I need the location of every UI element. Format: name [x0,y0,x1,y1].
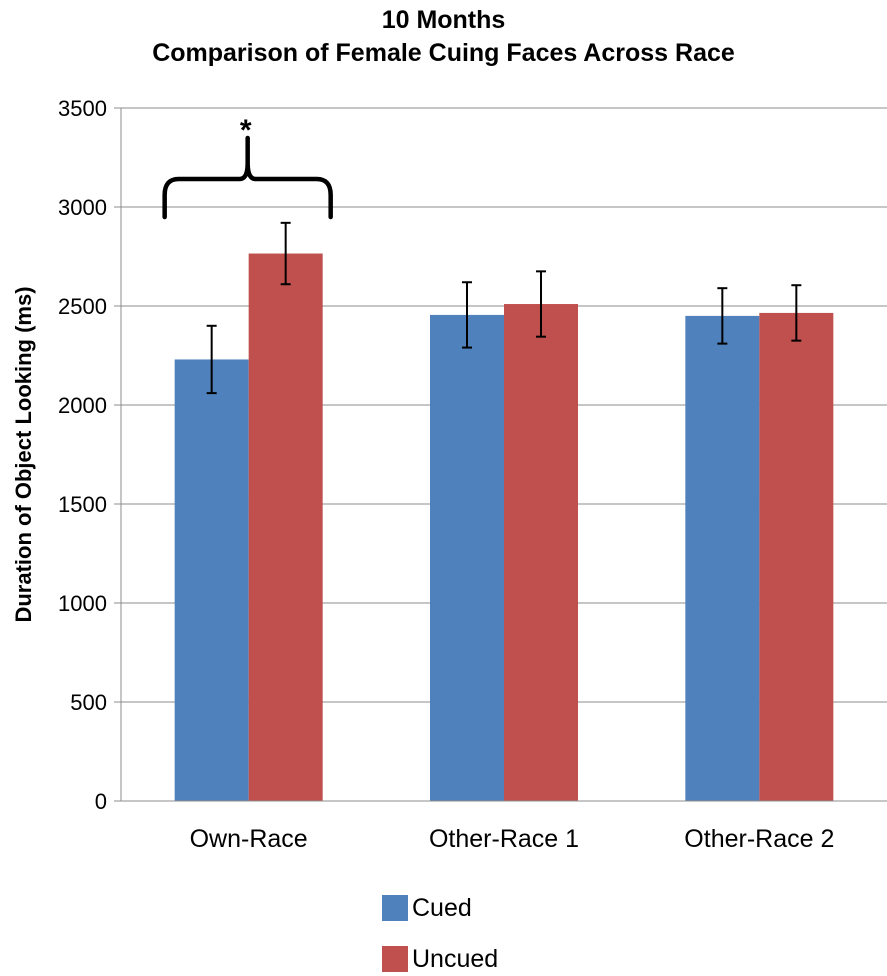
legend-swatch-uncued [382,946,408,972]
y-tick-label: 3000 [58,195,107,220]
bar-uncued-other-race-2 [759,312,834,801]
chart-subtitle: Comparison of Female Cuing Faces Across … [152,39,735,67]
x-tick-label: Other-Race 2 [684,825,834,853]
y-tick-label: 500 [70,690,107,715]
y-tick-label: 2000 [58,393,107,418]
legend-label-cued: Cued [412,894,472,922]
y-tick-label: 2500 [58,294,107,319]
error-bar-layer [206,221,802,395]
y-tick-label: 0 [95,789,107,814]
x-tick-label: Own-Race [190,825,308,853]
bar-cued-other-race-1 [430,314,504,801]
legend-label-uncued: Uncued [412,945,499,973]
y-axis-title: Duration of Object Looking (ms) [11,286,36,622]
legend-item-cued: Cued [382,893,472,923]
axis-layer: 0 500 1000 1500 2000 2500 3000 3500 Duration of … [11,96,887,853]
bar-layer [174,253,834,801]
legend-item-uncued: Uncued [382,944,498,974]
bar-uncued-other-race-1 [504,304,578,801]
bar-cued-other-race-2 [685,315,760,801]
y-tick-label: 3500 [58,96,107,121]
bar-cued-own-race [174,359,249,801]
chart-title-block: 10 Months Comparison of Female Cuing Fac… [0,4,887,70]
annotation-layer: * [162,114,333,220]
y-tick-label: 1000 [58,591,107,616]
legend-swatch-cued [382,895,408,921]
x-tick-label: Other-Race 1 [429,825,579,853]
y-tick-label: 1500 [58,492,107,517]
bar-uncued-own-race [248,253,323,801]
chart-title: 10 Months [381,6,506,34]
significance-star: * [240,114,252,147]
significance-bracket [162,135,333,220]
